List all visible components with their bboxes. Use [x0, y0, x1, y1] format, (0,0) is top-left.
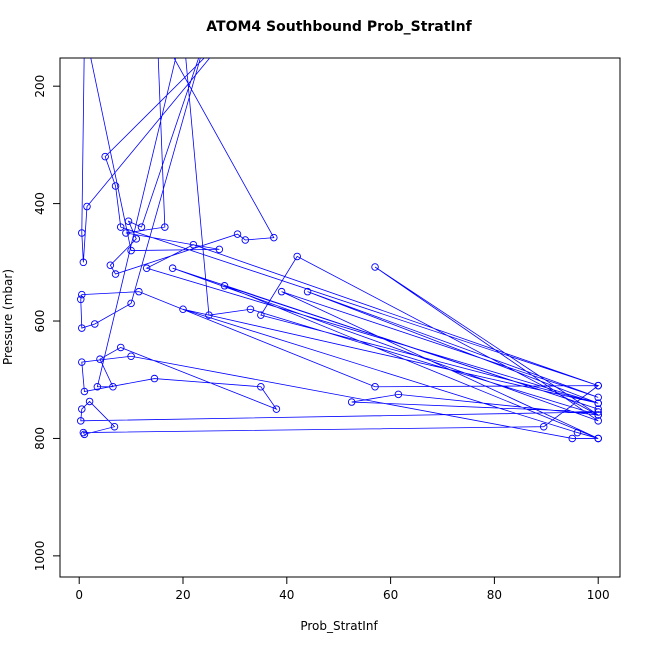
data-point	[205, 311, 213, 319]
data-point	[111, 270, 120, 278]
data-point	[96, 355, 104, 363]
data-point	[132, 235, 141, 243]
data-point	[594, 381, 602, 390]
data-point	[220, 282, 229, 290]
data-point	[594, 411, 602, 419]
data-point	[168, 264, 177, 272]
data-point	[189, 240, 198, 249]
data-point	[394, 390, 403, 399]
data-point	[257, 311, 265, 319]
data-point	[116, 223, 125, 231]
data-point	[594, 405, 602, 413]
data-point	[215, 245, 224, 254]
data-point	[179, 305, 187, 314]
data-point	[127, 246, 135, 255]
data-point	[77, 417, 85, 425]
data-point	[101, 152, 109, 161]
data-point	[161, 223, 169, 231]
data-point	[371, 263, 379, 271]
data-point	[241, 236, 250, 244]
data-point	[293, 252, 301, 261]
data-point	[80, 430, 89, 439]
data-point	[78, 229, 86, 237]
data-point	[573, 428, 582, 437]
data-point	[91, 320, 99, 328]
x-axis-label: Prob_StratInf	[300, 619, 378, 633]
data-point	[272, 405, 281, 413]
data-line	[80, 58, 600, 439]
data-point	[79, 428, 88, 437]
y-tick-label: 200	[33, 75, 47, 98]
data-point	[111, 182, 120, 190]
y-axis-label: Pressure (mbar)	[1, 269, 15, 365]
data-point	[150, 374, 159, 383]
data-point	[93, 383, 102, 391]
data-point	[78, 290, 86, 299]
data-point	[594, 399, 602, 407]
x-tick-label: 20	[175, 588, 190, 602]
x-tick-label: 80	[487, 588, 502, 602]
x-tick-label: 100	[587, 588, 610, 602]
data-point	[246, 305, 255, 314]
data-point	[137, 223, 146, 231]
data-point	[77, 295, 85, 304]
data-point	[594, 408, 602, 416]
data-point	[142, 264, 151, 272]
data-point	[78, 405, 86, 413]
y-tick-label: 1000	[33, 541, 47, 572]
data-point	[78, 324, 86, 332]
data-point	[78, 358, 86, 366]
data-point	[303, 287, 312, 296]
data-point	[109, 383, 117, 391]
data-point	[127, 299, 135, 308]
data-point	[347, 398, 356, 406]
y-tick-label: 800	[33, 427, 47, 450]
data-point	[539, 422, 548, 431]
data-point	[122, 229, 130, 237]
y-tick-label: 400	[33, 192, 47, 215]
x-tick-label: 60	[383, 588, 398, 602]
chart-title: ATOM4 Southbound Prob_StratInf	[206, 19, 472, 35]
data-point	[594, 417, 602, 425]
data-point	[106, 261, 115, 269]
data-point	[568, 434, 577, 443]
data-point	[85, 397, 94, 406]
y-tick-label: 600	[33, 310, 47, 333]
data-point	[79, 258, 88, 267]
data-point	[270, 233, 278, 242]
plot-area	[77, 58, 602, 443]
data-point	[127, 352, 135, 360]
x-tick-label: 0	[75, 588, 83, 602]
data-point	[80, 387, 89, 396]
data-point	[135, 287, 143, 296]
data-point	[257, 383, 265, 391]
x-tick-label: 40	[279, 588, 294, 602]
data-point	[594, 393, 602, 402]
data-point	[116, 343, 125, 352]
data-point	[124, 217, 133, 225]
data-point	[371, 383, 379, 391]
data-point	[277, 287, 286, 296]
data-point	[110, 422, 119, 431]
data-point	[233, 230, 242, 238]
data-point	[83, 202, 91, 211]
data-point	[594, 434, 602, 443]
